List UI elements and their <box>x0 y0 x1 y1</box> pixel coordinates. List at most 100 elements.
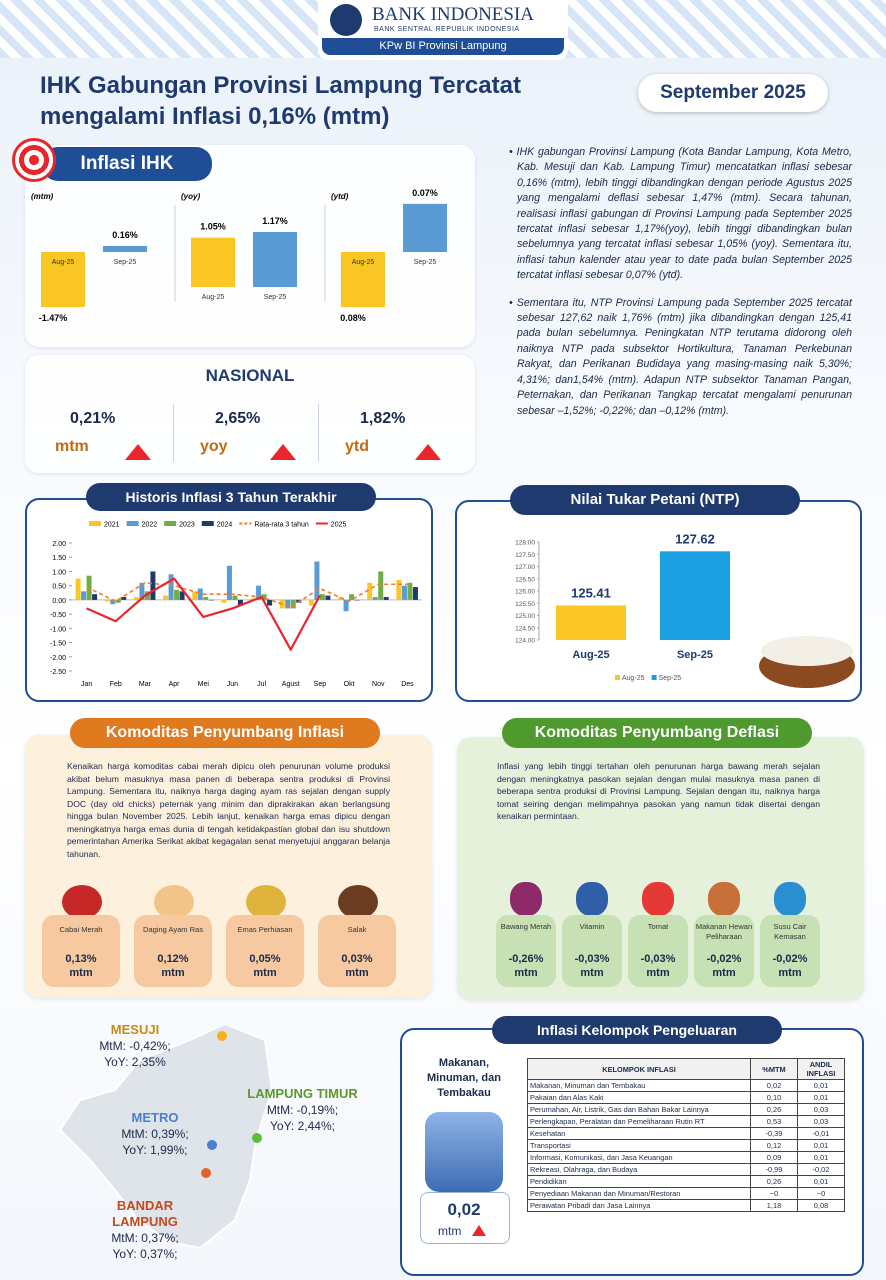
region-name: METRO <box>131 1110 179 1125</box>
commodity-name: Susu Cair Kemasan <box>773 922 807 941</box>
table-cell: Pakaian dan Alas Kaki <box>527 1091 751 1104</box>
bar <box>412 587 418 600</box>
bar <box>556 605 626 640</box>
x-tick-label: Jan <box>81 681 92 688</box>
bar <box>179 591 185 600</box>
commodity-value: -0,03% <box>574 953 610 965</box>
legend-label: 2022 <box>142 522 158 529</box>
table-cell: 0,01 <box>797 1175 845 1188</box>
bar <box>191 237 235 287</box>
summary-bullet: • IHK gabungan Provinsi Lampung (Kota Ba… <box>509 146 852 282</box>
office-bar: KPw BI Provinsi Lampung <box>322 38 564 55</box>
line <box>86 577 321 651</box>
legend-label: Sep-25 <box>659 675 682 682</box>
commodity-value: -0,26% <box>508 953 544 965</box>
bar <box>232 595 238 600</box>
y-tick-label: 127.00 <box>515 564 535 571</box>
y-tick-label: 126.50 <box>515 576 535 583</box>
commodity-value: 0,13% <box>65 953 97 965</box>
table-cell: 0,08 <box>797 1199 845 1212</box>
kelompok-table: KELOMPOK INFLASI %MTM ANDIL INFLASI Makanan… <box>527 1058 845 1212</box>
inflasi-text: Kenaikan harga komoditas cabai merah dip… <box>67 761 390 859</box>
legend-swatch <box>201 521 214 526</box>
commodity-card <box>318 915 396 987</box>
commodity-unit: mtm <box>580 967 604 979</box>
target-icon <box>12 138 56 182</box>
commodity-unit: mtm <box>712 967 736 979</box>
commodity-unit: mtm <box>69 967 93 979</box>
category-label: Aug-25 <box>52 259 75 266</box>
bar <box>81 591 87 600</box>
nasional-value: 2,65% <box>215 410 261 427</box>
table-cell: ~0 <box>797 1187 845 1200</box>
y-tick-label: 2.00 <box>52 541 66 548</box>
commodity-icon <box>510 882 542 916</box>
commodity-card <box>562 915 622 987</box>
commodity-icon <box>774 882 806 916</box>
bar <box>163 595 169 600</box>
commodity-value: -0,02% <box>772 953 808 965</box>
axis-label: (yoy) <box>181 192 200 201</box>
table-header: KELOMPOK INFLASI %MTM ANDIL INFLASI <box>527 1058 845 1080</box>
bar <box>104 599 110 602</box>
y-tick-label: 127.50 <box>515 552 535 559</box>
kelompok-highlight-value: 0,02 <box>447 1200 481 1219</box>
table-cell: ~0 <box>750 1187 798 1200</box>
category-label: Sep-25 <box>414 259 437 266</box>
value-label: 0.07% <box>412 188 438 198</box>
bar <box>285 599 291 609</box>
commodity-name: Vitamin <box>579 922 605 931</box>
bar <box>203 597 209 600</box>
legend-label: Rata-rata 3 tahun <box>254 522 309 529</box>
up-arrow <box>270 444 296 460</box>
bar <box>401 585 407 600</box>
x-tick-label: Sep-25 <box>677 649 713 661</box>
value-label: 1.17% <box>262 216 288 226</box>
bar <box>250 598 256 600</box>
region: METRO MtM: 0,39%; YoY: 1,99%; <box>95 1110 215 1158</box>
commodity-name: Makanan Hewan Peliharaan <box>695 922 753 941</box>
region-yoy: YoY: 0,37%; <box>112 1247 178 1261</box>
table-row: Perawatan Pribadi dan Jasa Lainnya 1,18 0,… <box>527 1199 845 1212</box>
legend-label: 2023 <box>179 522 195 529</box>
commodity-unit: mtm <box>253 967 277 979</box>
y-tick-label: -1.00 <box>50 626 66 633</box>
legend-swatch <box>651 675 657 680</box>
bar <box>261 594 267 600</box>
bar <box>150 571 156 600</box>
legend-swatch <box>89 521 101 526</box>
commodity-icon <box>338 885 378 919</box>
x-tick-label: Jul <box>257 681 266 688</box>
commodity-value: 0,05% <box>249 953 281 965</box>
legend-label: 2021 <box>104 522 120 529</box>
bar <box>343 599 349 612</box>
legend-label: 2024 <box>217 522 233 529</box>
bar <box>192 591 198 600</box>
bar <box>139 582 145 600</box>
commodity-icon <box>62 885 102 919</box>
ihk-charts: (mtm) Aug-25 -1.47% Sep-25 0.16% (yoy) Aug-25 1… <box>31 188 447 323</box>
summary-bullet: • Sementara itu, NTP Provinsi Lampung pa… <box>509 296 852 417</box>
x-tick-label: Jun <box>227 681 238 688</box>
ntp-title: Nilai Tukar Petani (NTP) <box>510 485 800 515</box>
commodity-name: Salak <box>347 925 367 934</box>
table-row: Pakaian dan Alas Kaki 0,10 0,01 <box>527 1091 845 1104</box>
commodity-card <box>134 915 212 987</box>
bar <box>75 578 81 600</box>
bar <box>407 582 413 600</box>
kelompok-highlight-unit: mtm <box>438 1224 462 1238</box>
kelompok-highlight-label: Makanan, Minuman, dan Tembakau <box>427 1057 501 1099</box>
bar <box>92 594 98 600</box>
x-tick-label: Okt <box>344 681 355 688</box>
commodity-unit: mtm <box>514 967 538 979</box>
table-cell: -0,99 <box>750 1163 798 1176</box>
x-tick-label: Feb <box>110 681 122 688</box>
kelompok-title: Inflasi Kelompok Pengeluaran <box>492 1016 782 1044</box>
bar <box>115 599 121 603</box>
bar <box>174 589 180 600</box>
map <box>58 1022 274 1250</box>
region-mtm: MtM: -0,19%; <box>266 1103 339 1117</box>
legend-label: 2025 <box>331 522 347 529</box>
table-cell: 0,02 <box>750 1079 798 1092</box>
